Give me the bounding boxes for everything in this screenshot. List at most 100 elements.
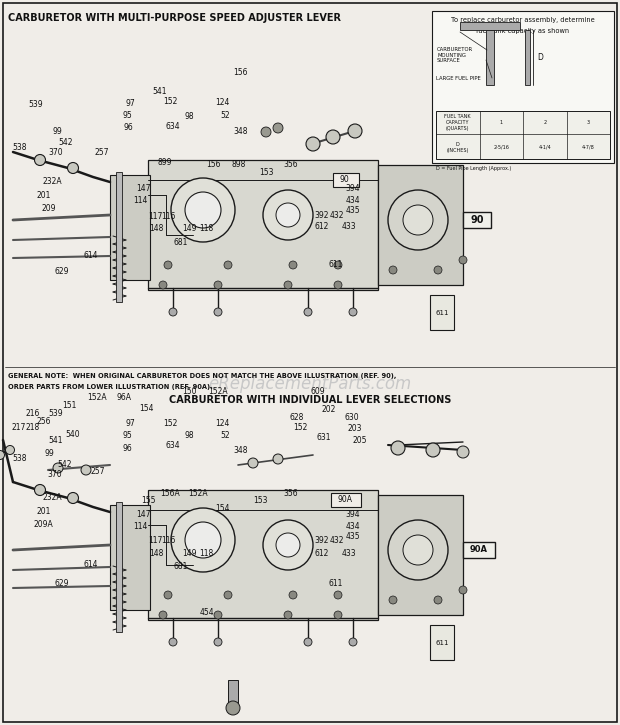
Text: 98: 98: [185, 112, 195, 120]
Circle shape: [434, 596, 442, 604]
Text: 3: 3: [587, 120, 590, 125]
Text: 1: 1: [500, 120, 503, 125]
Text: 394: 394: [345, 184, 360, 193]
Bar: [460, 22, 520, 30]
Text: 394: 394: [345, 510, 360, 519]
Circle shape: [224, 261, 232, 269]
Circle shape: [224, 591, 232, 599]
Text: 612: 612: [314, 223, 329, 231]
Text: 154: 154: [215, 505, 229, 513]
Bar: [148, 160, 378, 290]
Text: 4-7/8: 4-7/8: [582, 145, 595, 150]
Text: 611: 611: [435, 640, 449, 646]
Bar: [110, 175, 150, 280]
Text: 90: 90: [470, 215, 484, 225]
Text: 614: 614: [84, 252, 99, 260]
Circle shape: [68, 492, 79, 503]
Circle shape: [276, 203, 300, 227]
Circle shape: [334, 281, 342, 289]
Circle shape: [171, 508, 235, 572]
Circle shape: [159, 281, 167, 289]
Text: 634: 634: [165, 123, 180, 131]
Text: 116: 116: [161, 212, 176, 221]
Circle shape: [403, 205, 433, 235]
Text: CARBURETOR
MOUNTING
SURFACE: CARBURETOR MOUNTING SURFACE: [437, 46, 473, 63]
Text: 631: 631: [316, 434, 331, 442]
Circle shape: [457, 446, 469, 458]
Text: 156: 156: [206, 160, 221, 169]
Text: 90A: 90A: [337, 495, 352, 504]
Text: 433: 433: [341, 549, 356, 558]
Circle shape: [349, 308, 357, 316]
Circle shape: [334, 591, 342, 599]
Text: 218: 218: [25, 423, 39, 432]
Circle shape: [334, 611, 342, 619]
Text: 433: 433: [341, 223, 356, 231]
Text: 681: 681: [174, 239, 188, 247]
Text: 539: 539: [48, 409, 63, 418]
Text: 152: 152: [163, 419, 178, 428]
Bar: [463, 542, 495, 558]
Circle shape: [214, 308, 222, 316]
Text: 99: 99: [45, 450, 55, 458]
Text: 152: 152: [293, 423, 308, 432]
Circle shape: [261, 127, 271, 137]
Text: CARBURETOR WITH MULTI-PURPOSE SPEED ADJUSTER LEVER: CARBURETOR WITH MULTI-PURPOSE SPEED ADJU…: [8, 13, 341, 23]
Text: 898: 898: [231, 160, 246, 169]
Circle shape: [273, 123, 283, 133]
Circle shape: [169, 638, 177, 646]
Text: ORDER PARTS FROM LOWER ILLUSTRATION (REF. 90A).: ORDER PARTS FROM LOWER ILLUSTRATION (REF…: [8, 384, 213, 390]
Circle shape: [334, 261, 342, 269]
Text: 124: 124: [215, 99, 229, 107]
Circle shape: [214, 638, 222, 646]
Text: 152: 152: [163, 97, 178, 106]
Text: 152A: 152A: [208, 387, 228, 396]
Text: 2: 2: [543, 120, 546, 125]
Text: 156A: 156A: [161, 489, 180, 497]
Text: 52: 52: [220, 111, 230, 120]
Text: 232A: 232A: [43, 178, 63, 186]
Circle shape: [35, 484, 45, 495]
Circle shape: [389, 266, 397, 274]
Text: 370: 370: [48, 149, 63, 157]
Text: 232A: 232A: [43, 493, 63, 502]
Text: 630: 630: [344, 413, 359, 422]
Circle shape: [185, 192, 221, 228]
Circle shape: [349, 638, 357, 646]
Circle shape: [164, 591, 172, 599]
Circle shape: [306, 137, 320, 151]
Text: 148: 148: [149, 549, 164, 558]
Text: 392: 392: [314, 211, 329, 220]
Bar: [430, 625, 454, 660]
Circle shape: [81, 465, 91, 475]
Circle shape: [289, 261, 297, 269]
Text: 114: 114: [133, 522, 148, 531]
Text: D = Fuel Pipe Length (Approx.): D = Fuel Pipe Length (Approx.): [436, 166, 511, 171]
Text: 628: 628: [289, 413, 304, 422]
Text: 205: 205: [352, 436, 367, 444]
Text: 152A: 152A: [87, 393, 107, 402]
Text: 97: 97: [125, 419, 135, 428]
Text: GENERAL NOTE:  WHEN ORIGINAL CARBURETOR DOES NOT MATCH THE ABOVE ILLUSTRATION (R: GENERAL NOTE: WHEN ORIGINAL CARBURETOR D…: [8, 373, 396, 379]
Text: 149: 149: [182, 224, 197, 233]
Bar: [110, 505, 150, 610]
Circle shape: [226, 701, 240, 715]
Text: 202: 202: [321, 405, 336, 414]
Circle shape: [304, 638, 312, 646]
Circle shape: [459, 586, 467, 594]
Text: 155: 155: [141, 497, 156, 505]
Circle shape: [214, 281, 222, 289]
Text: 152A: 152A: [188, 489, 208, 497]
Text: 148: 148: [149, 224, 164, 233]
Text: 356: 356: [283, 489, 298, 497]
Text: 540: 540: [66, 430, 81, 439]
Text: 154: 154: [140, 404, 154, 413]
Text: 97: 97: [125, 99, 135, 108]
Text: 454: 454: [199, 608, 214, 617]
Text: 538: 538: [12, 455, 27, 463]
Text: 217: 217: [11, 423, 26, 432]
Circle shape: [273, 454, 283, 464]
Text: 434: 434: [345, 196, 360, 204]
Text: 432: 432: [330, 211, 345, 220]
Text: 117: 117: [148, 212, 163, 221]
